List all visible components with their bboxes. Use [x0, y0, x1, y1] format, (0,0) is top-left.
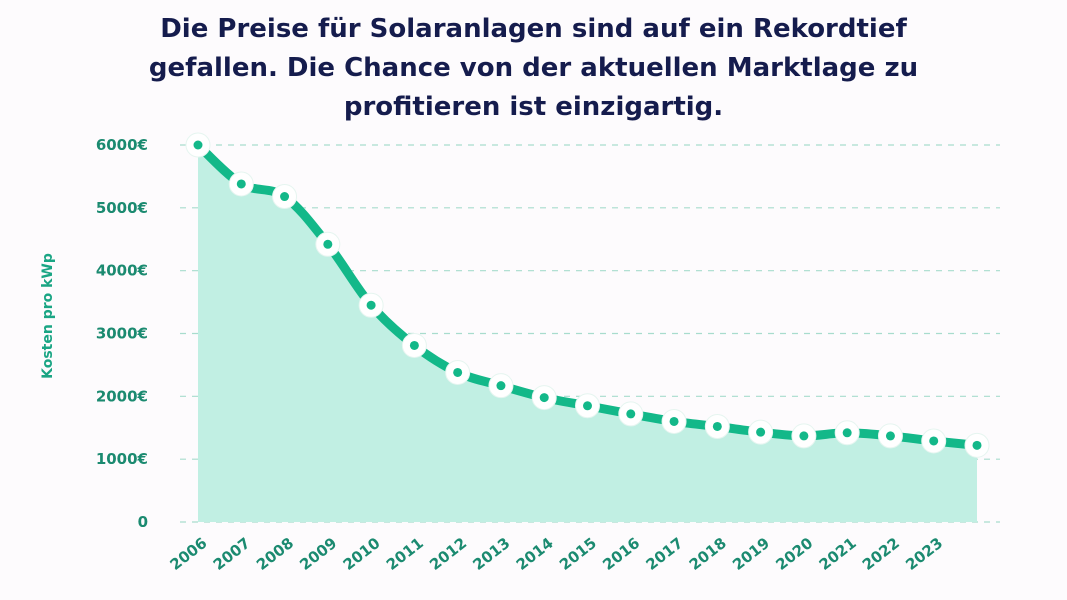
x-tick-label: 2013	[469, 534, 513, 574]
data-point	[228, 171, 254, 197]
x-tick-label: 2017	[643, 534, 687, 574]
data-point	[964, 432, 990, 458]
x-tick-label: 2021	[816, 534, 860, 574]
data-point	[531, 385, 557, 411]
y-tick-label: 6000€	[96, 136, 148, 154]
data-point	[315, 231, 341, 257]
y-tick-label: 5000€	[96, 199, 148, 217]
y-tick-label: 0	[138, 513, 148, 531]
data-point	[358, 292, 384, 318]
y-tick-label: 3000€	[96, 325, 148, 343]
data-point	[748, 419, 774, 445]
x-tick-label: 2008	[253, 534, 297, 574]
chart-title-line-1: Die Preise für Solaranlagen sind auf ein…	[160, 14, 907, 44]
data-point	[704, 413, 730, 439]
x-axis-ticks: 2006 2007 2008 2009 2010 2011 2012 2013 2014 2015…	[166, 534, 946, 574]
x-tick-label: 2012	[426, 534, 470, 574]
x-tick-label: 2007	[210, 534, 254, 574]
data-point	[185, 132, 211, 158]
x-tick-label: 2022	[859, 534, 903, 574]
area-fill	[198, 145, 977, 522]
x-tick-label: 2023	[902, 534, 946, 574]
y-tick-label: 2000€	[96, 387, 148, 405]
y-tick-label: 1000€	[96, 450, 148, 468]
data-point	[488, 373, 514, 399]
chart-title: Die Preise für Solaranlagen sind auf ein…	[0, 10, 1067, 127]
data-point	[401, 332, 427, 358]
x-tick-label: 2009	[296, 534, 340, 574]
x-tick-label: 2010	[340, 534, 384, 574]
y-axis-ticks: 0 1000€ 2000€ 3000€ 4000€ 5000€ 6000€	[96, 136, 148, 531]
x-tick-label: 2020	[772, 534, 816, 574]
data-point	[445, 359, 471, 385]
x-tick-label: 2014	[513, 534, 557, 574]
data-points	[185, 132, 990, 458]
y-tick-label: 4000€	[96, 262, 148, 280]
x-tick-label: 2019	[729, 534, 773, 574]
data-point	[618, 401, 644, 427]
data-point	[575, 393, 600, 419]
data-point	[272, 184, 298, 210]
x-tick-label: 2015	[556, 534, 600, 574]
chart-title-line-2: gefallen. Die Chance von der aktuellen M…	[148, 53, 919, 83]
data-point	[834, 420, 860, 446]
x-tick-label: 2016	[599, 534, 643, 574]
y-axis-label: Kosten pro kWp	[40, 253, 56, 379]
data-point	[661, 408, 687, 434]
x-tick-label: 2006	[166, 534, 210, 574]
data-point	[791, 423, 817, 449]
x-tick-label: 2011	[383, 534, 427, 574]
x-tick-label: 2018	[686, 534, 730, 574]
data-point	[877, 423, 903, 449]
data-point	[921, 428, 947, 454]
chart-title-line-3: profitieren ist einzigartig.	[343, 92, 724, 122]
